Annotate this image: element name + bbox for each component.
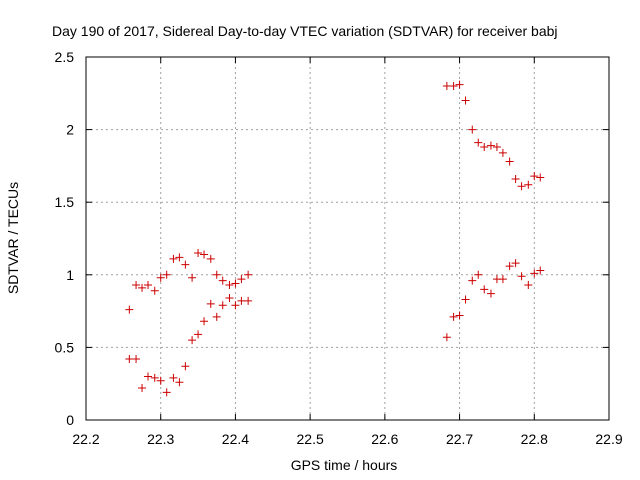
data-point: [449, 82, 458, 91]
data-point: [132, 280, 141, 289]
data-point: [480, 285, 489, 294]
data-point: [162, 388, 171, 397]
data-point: [486, 141, 495, 150]
data-point: [536, 266, 545, 275]
data-point: [455, 80, 464, 89]
x-tick-label: 22.3: [147, 431, 174, 447]
grid: [86, 57, 609, 420]
data-point: [498, 148, 507, 157]
data-point: [162, 270, 171, 279]
data-point: [517, 182, 526, 191]
data-point: [231, 279, 240, 288]
data-point: [181, 260, 190, 269]
data-point: [480, 143, 489, 152]
y-tick-label: 1.5: [55, 194, 75, 210]
data-point: [524, 280, 533, 289]
data-point: [468, 125, 477, 134]
data-point: [474, 270, 483, 279]
data-point: [231, 301, 240, 310]
y-tick-label: 2: [66, 122, 74, 138]
data-point: [244, 270, 253, 279]
data-point: [530, 172, 539, 181]
data-point: [194, 249, 203, 258]
data-point: [132, 355, 141, 364]
data-point: [169, 254, 178, 263]
data-point: [461, 295, 470, 304]
data-point: [206, 299, 215, 308]
data-point: [125, 355, 134, 364]
data-point: [194, 330, 203, 339]
y-tick-label: 0.5: [55, 339, 75, 355]
data-point: [468, 276, 477, 285]
y-tick-label: 2.5: [55, 49, 75, 65]
data-point: [125, 305, 134, 314]
data-point: [144, 372, 153, 381]
data-point: [150, 286, 159, 295]
data-point: [138, 384, 147, 393]
y-tick-label: 0: [66, 412, 74, 428]
data-point: [200, 250, 209, 259]
x-tick-label: 22.4: [222, 431, 249, 447]
data-point: [442, 333, 451, 342]
data-point: [169, 373, 178, 382]
data-point: [206, 254, 215, 263]
x-axis-label: GPS time / hours: [291, 457, 398, 473]
chart-title: Day 190 of 2017, Sidereal Day-to-day VTE…: [52, 23, 558, 39]
data-point: [212, 270, 221, 279]
data-point: [188, 336, 197, 345]
data-point: [492, 143, 501, 152]
data-point: [244, 296, 253, 305]
data-point: [442, 82, 451, 91]
data-point: [225, 280, 234, 289]
data-point: [511, 259, 520, 268]
x-tick-label: 22.2: [72, 431, 99, 447]
data-point: [455, 311, 464, 320]
data-point: [181, 362, 190, 371]
x-tick-label: 22.6: [371, 431, 398, 447]
data-point: [505, 157, 514, 166]
data-point: [212, 312, 221, 321]
data-point: [175, 253, 184, 262]
data-point: [218, 276, 227, 285]
data-point: [144, 280, 153, 289]
data-point: [138, 283, 147, 292]
data-points: [125, 80, 545, 397]
data-point: [474, 138, 483, 147]
data-point: [237, 296, 246, 305]
data-point: [156, 376, 165, 385]
data-point: [461, 96, 470, 105]
data-point: [498, 275, 507, 284]
x-tick-label: 22.9: [595, 431, 622, 447]
data-point: [486, 289, 495, 298]
data-point: [225, 294, 234, 303]
data-point: [524, 180, 533, 189]
data-point: [188, 273, 197, 282]
data-point: [156, 273, 165, 282]
data-point: [200, 317, 209, 326]
data-point: [150, 373, 159, 382]
plot-area-frame: [85, 56, 610, 421]
x-tick-label: 22.8: [521, 431, 548, 447]
data-point: [449, 312, 458, 321]
data-point: [517, 272, 526, 281]
data-point: [218, 301, 227, 310]
axis-ticks: 22.2 22.3 22.4 22.5 22.6 22.7 22.8 22.900.511.5…: [55, 49, 623, 447]
data-point: [530, 269, 539, 278]
data-point: [175, 378, 184, 387]
data-point: [505, 262, 514, 271]
x-tick-label: 22.7: [446, 431, 473, 447]
data-point: [511, 174, 520, 183]
data-point: [237, 275, 246, 284]
x-tick-label: 22.5: [297, 431, 324, 447]
data-point: [536, 173, 545, 182]
y-tick-label: 1: [66, 267, 74, 283]
y-axis-label: SDTVAR / TECUs: [5, 182, 21, 294]
